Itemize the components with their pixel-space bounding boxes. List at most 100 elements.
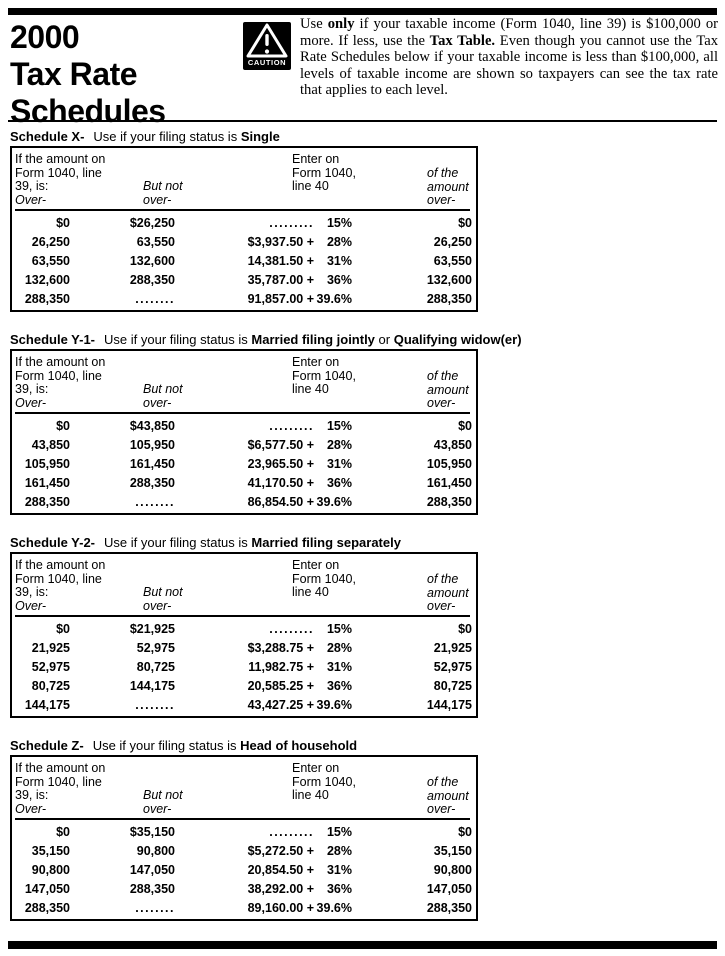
cell-over: 90,800: [31, 862, 70, 877]
filing-status-name: Single: [240, 129, 280, 144]
header-amount-column: If the amount on Form 1040, line 39, is:…: [15, 761, 106, 816]
header-line: line 40: [292, 585, 329, 599]
top-rule-bar: [8, 8, 717, 15]
cell-rate: 36%: [326, 272, 352, 287]
header-line: 39, is:: [15, 585, 49, 599]
cell-but-not-over: ........: [135, 900, 175, 915]
header-line: of the: [427, 572, 459, 586]
cell-over: 147,050: [24, 881, 70, 896]
header-amount-column: If the amount on Form 1040, line 39, is:…: [15, 558, 106, 613]
intro-text: if your taxable income (Form 1040, line …: [300, 16, 718, 49]
header-line: 39, is:: [15, 382, 49, 396]
cell-over: 80,725: [31, 678, 70, 693]
cell-base-amount: $5,272.50 +: [247, 844, 314, 859]
header-of-amount-label: of the amount over-: [427, 572, 469, 614]
table-row: $0 $35,150 ......... 15% $0: [12, 823, 476, 842]
cell-rate: 36%: [326, 678, 352, 693]
header-of-amount-label: of the amount over-: [427, 775, 469, 817]
header-line: If the amount on: [15, 761, 106, 775]
cell-of-amount-over: 105,950: [426, 456, 472, 471]
table-row: 105,950 161,450 23,965.50 + 31% 105,950: [12, 455, 476, 474]
cell-but-not-over: 161,450: [129, 456, 175, 471]
tax-rate-table: If the amount on Form 1040, line 39, is:…: [10, 146, 478, 312]
header-line: over-: [427, 193, 456, 207]
cell-base-amount: 91,857.00 +: [247, 291, 314, 306]
filing-status-name: Head of household: [240, 738, 358, 753]
table-row: 26,250 63,550 $3,937.50 + 28% 26,250: [12, 233, 476, 252]
table-row: 80,725 144,175 20,585.25 + 36% 80,725: [12, 676, 476, 695]
header-line: Enter on: [292, 355, 340, 369]
header-line: over-: [143, 598, 172, 613]
cell-over: $0: [56, 622, 70, 637]
bottom-rule-bar: [8, 941, 717, 949]
cell-of-amount-over: 161,450: [426, 475, 472, 490]
table-rows: $0 $43,850 ......... 15% $0 43,850 105,9…: [12, 414, 476, 511]
cell-base-amount: $3,288.75 +: [247, 641, 314, 656]
cell-but-not-over: 288,350: [129, 881, 175, 896]
header-but-not-over-label: But not over-: [143, 382, 183, 410]
cell-base-amount: 43,427.25 +: [247, 697, 314, 712]
header-enter-column: Enter on Form 1040, line 40: [292, 152, 356, 194]
header-over-label: Over-: [15, 192, 47, 207]
schedule-heading: Schedule Z- Use if your filing status is …: [10, 739, 717, 753]
header-line: If the amount on: [15, 558, 106, 572]
table-rows: $0 $26,250 ......... 15% $0 26,250 63,55…: [12, 211, 476, 308]
table-row: 288,350 ........ 86,854.50 + 39.6% 288,3…: [12, 492, 476, 511]
table-row: 90,800 147,050 20,854.50 + 31% 90,800: [12, 861, 476, 880]
cell-base-amount: $6,577.50 +: [247, 438, 314, 453]
cell-rate: 28%: [326, 641, 352, 656]
schedule-lead-text: Use if your filing status is: [92, 738, 241, 753]
tax-rate-table: If the amount on Form 1040, line 39, is:…: [10, 552, 478, 718]
schedule-heading: Schedule X- Use if your filing status is …: [10, 130, 717, 144]
cell-of-amount-over: 147,050: [426, 881, 472, 896]
cell-over: $0: [56, 419, 70, 434]
cell-rate: 39.6%: [316, 697, 352, 712]
cell-rate: 39.6%: [316, 494, 352, 509]
cell-but-not-over: 132,600: [129, 253, 175, 268]
header-line: But not: [143, 788, 183, 802]
cell-base-amount: .........: [269, 825, 314, 840]
table-row: 288,350 ........ 91,857.00 + 39.6% 288,3…: [12, 289, 476, 308]
cell-base-amount: 20,585.25 +: [247, 678, 314, 693]
cell-base-amount: 89,160.00 +: [247, 900, 314, 915]
header-line: Form 1040,: [292, 571, 356, 586]
cell-over: 21,925: [31, 641, 70, 656]
cell-but-not-over: 52,975: [136, 641, 175, 656]
header-line: over-: [143, 801, 172, 816]
cell-over: 288,350: [24, 494, 70, 509]
caution-label: CAUTION: [247, 58, 287, 67]
table-row: 43,850 105,950 $6,577.50 + 28% 43,850: [12, 436, 476, 455]
cell-rate: 28%: [326, 438, 352, 453]
table-row: 161,450 288,350 41,170.50 + 36% 161,450: [12, 473, 476, 492]
cell-over: 144,175: [24, 697, 70, 712]
tax-rate-table: If the amount on Form 1040, line 39, is:…: [10, 349, 478, 515]
header-line: But not: [143, 179, 183, 193]
cell-base-amount: 38,292.00 +: [247, 881, 314, 896]
cell-rate: 31%: [326, 659, 352, 674]
header-line: Form 1040,: [292, 368, 356, 383]
cell-but-not-over: $21,925: [129, 622, 175, 637]
cell-of-amount-over: $0: [458, 622, 472, 637]
cell-base-amount: .........: [269, 216, 314, 231]
table-row: 288,350 ........ 89,160.00 + 39.6% 288,3…: [12, 898, 476, 917]
filing-status: Married filing jointly or Qualifying wid…: [251, 332, 521, 347]
cell-but-not-over: $26,250: [129, 216, 175, 231]
cell-rate: 15%: [326, 622, 352, 637]
header-line: Enter on: [292, 152, 340, 166]
cell-over: 161,450: [24, 475, 70, 490]
filing-status-text: or: [374, 332, 394, 347]
cell-base-amount: .........: [269, 419, 314, 434]
cell-of-amount-over: $0: [458, 825, 472, 840]
cell-but-not-over: 288,350: [129, 475, 175, 490]
header-line: over-: [143, 395, 172, 410]
table-row: 147,050 288,350 38,292.00 + 36% 147,050: [12, 879, 476, 898]
header-line: 39, is:: [15, 788, 49, 802]
cell-base-amount: 23,965.50 +: [247, 456, 314, 471]
header-divider: [8, 120, 717, 122]
cell-over: 63,550: [31, 253, 70, 268]
header-enter-column: Enter on Form 1040, line 40: [292, 761, 356, 803]
cell-of-amount-over: $0: [458, 216, 472, 231]
cell-of-amount-over: 21,925: [433, 641, 472, 656]
table-rows: $0 $35,150 ......... 15% $0 35,150 90,80…: [12, 820, 476, 917]
cell-but-not-over: 288,350: [129, 272, 175, 287]
